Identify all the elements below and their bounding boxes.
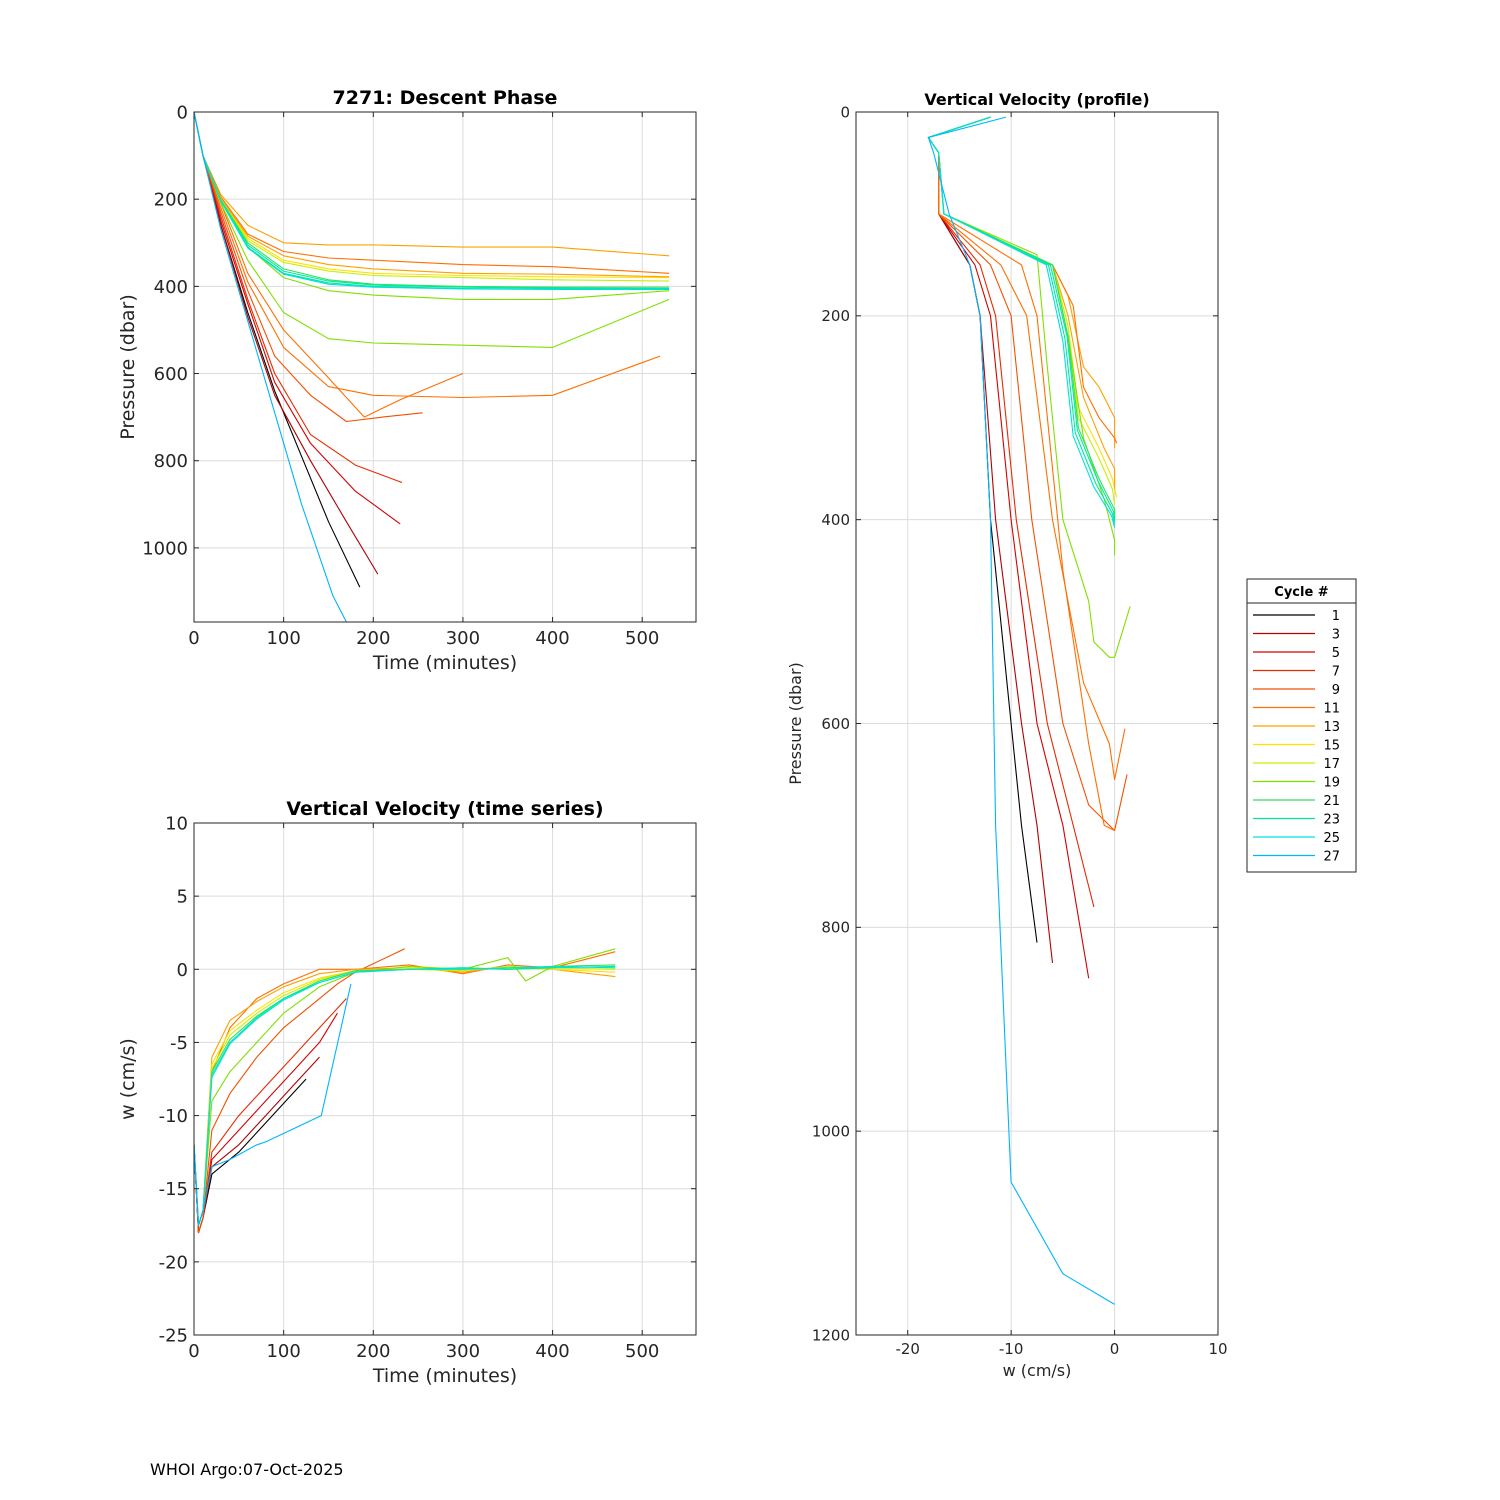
plot-area bbox=[194, 823, 696, 1335]
x-tick-label: 200 bbox=[356, 1341, 390, 1362]
x-axis-label: Time (minutes) bbox=[372, 1365, 517, 1387]
x-tick-label: 100 bbox=[266, 628, 300, 649]
y-tick-label: 800 bbox=[154, 451, 188, 472]
x-tick-label: 400 bbox=[535, 628, 569, 649]
y-tick-label: 1200 bbox=[812, 1326, 850, 1344]
legend-label-cycle-5: 5 bbox=[1332, 646, 1340, 661]
legend-title: Cycle # bbox=[1274, 585, 1329, 600]
axes-frame bbox=[193, 822, 697, 1336]
y-axis-label: Pressure (dbar) bbox=[117, 294, 139, 440]
y-axis-label: w (cm/s) bbox=[117, 1038, 139, 1120]
x-tick-label: -10 bbox=[999, 1340, 1024, 1358]
y-tick-label: 1000 bbox=[142, 538, 188, 559]
series-line-cycle-27 bbox=[194, 983, 352, 1226]
x-axis-label: w (cm/s) bbox=[1003, 1361, 1072, 1380]
x-tick-label: 400 bbox=[535, 1341, 569, 1362]
y-tick-label: -10 bbox=[159, 1106, 188, 1127]
chart-title: 7271: Descent Phase bbox=[333, 87, 558, 109]
footer-label: WHOI Argo:07-Oct-2025 bbox=[150, 1460, 344, 1479]
x-tick-label: 500 bbox=[625, 1341, 659, 1362]
plot-area bbox=[194, 112, 696, 622]
x-tick-label: 10 bbox=[1208, 1340, 1227, 1358]
grid-lines bbox=[194, 823, 696, 1335]
series-line-cycle-11 bbox=[194, 112, 661, 399]
y-tick-label: 600 bbox=[821, 715, 850, 733]
x-tick-label: 300 bbox=[446, 1341, 480, 1362]
y-tick-label: 200 bbox=[154, 190, 188, 211]
x-tick-label: 200 bbox=[356, 628, 390, 649]
series-group bbox=[194, 948, 616, 1234]
legend-label-cycle-11: 11 bbox=[1323, 702, 1340, 717]
x-tick-label: 0 bbox=[188, 1341, 199, 1362]
legend-label-cycle-1: 1 bbox=[1332, 609, 1340, 624]
chart-title: Vertical Velocity (profile) bbox=[924, 90, 1149, 109]
y-tick-label: 800 bbox=[821, 919, 850, 937]
y-tick-label: 400 bbox=[154, 277, 188, 298]
y-tick-label: 0 bbox=[177, 102, 188, 123]
x-tick-label: 100 bbox=[266, 1341, 300, 1362]
x-tick-label: -20 bbox=[895, 1340, 920, 1358]
series-line-cycle-25 bbox=[194, 965, 616, 1226]
chart-1: 0 100 200 300 400 500 0 200 400 600 800 1000 7271: D… bbox=[117, 87, 697, 674]
legend-label-cycle-23: 23 bbox=[1323, 813, 1340, 828]
y-tick-label: 600 bbox=[154, 364, 188, 385]
series-line-cycle-9 bbox=[194, 948, 405, 1234]
chart-title: Vertical Velocity (time series) bbox=[286, 798, 603, 820]
y-tick-label: -15 bbox=[159, 1179, 188, 1200]
legend-label-cycle-3: 3 bbox=[1332, 628, 1340, 643]
chart-2: 0 100 200 300 400 500 10 5 0 -5 -10 -15 -20 -25 Vertic… bbox=[117, 798, 697, 1387]
y-tick-label: 1000 bbox=[812, 1123, 850, 1141]
y-tick-label: 10 bbox=[165, 813, 188, 834]
legend-label-cycle-13: 13 bbox=[1323, 720, 1340, 735]
legend-label-cycle-25: 25 bbox=[1323, 831, 1340, 846]
x-tick-label: 300 bbox=[446, 628, 480, 649]
series-group bbox=[194, 112, 670, 622]
y-tick-label: 400 bbox=[821, 511, 850, 529]
legend-label-cycle-27: 27 bbox=[1323, 850, 1340, 865]
series-line-cycle-25 bbox=[194, 112, 670, 290]
legend-label-cycle-7: 7 bbox=[1332, 665, 1340, 680]
y-tick-label: -5 bbox=[170, 1033, 188, 1054]
legend-label-cycle-19: 19 bbox=[1323, 776, 1340, 791]
legend-label-cycle-15: 15 bbox=[1323, 739, 1340, 754]
x-axis-label: Time (minutes) bbox=[372, 652, 517, 674]
y-tick-label: 200 bbox=[821, 307, 850, 325]
y-tick-label: 5 bbox=[177, 887, 188, 908]
axes-frame bbox=[193, 111, 697, 623]
x-tick-label: 0 bbox=[188, 628, 199, 649]
x-tick-label: 500 bbox=[625, 628, 659, 649]
y-tick-label: -20 bbox=[159, 1252, 188, 1273]
series-line-cycle-27 bbox=[927, 116, 1115, 1305]
legend-label-cycle-17: 17 bbox=[1323, 757, 1340, 772]
series-group bbox=[927, 116, 1131, 1305]
y-axis-label: Pressure (dbar) bbox=[786, 662, 805, 785]
series-line-cycle-27 bbox=[194, 112, 670, 622]
x-tick-label: 0 bbox=[1110, 1340, 1120, 1358]
legend-label-cycle-9: 9 bbox=[1332, 683, 1340, 698]
legend-label-cycle-21: 21 bbox=[1323, 794, 1340, 809]
y-tick-label: 0 bbox=[177, 960, 188, 981]
y-tick-label: 0 bbox=[840, 103, 850, 121]
y-tick-label: -25 bbox=[159, 1325, 188, 1346]
series-line-cycle-25 bbox=[927, 116, 1116, 528]
